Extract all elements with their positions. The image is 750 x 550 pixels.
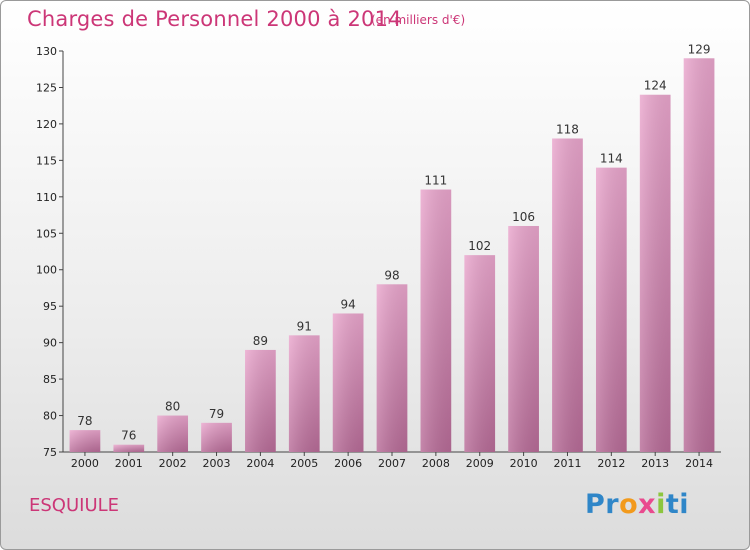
- x-tick-label: 2012: [597, 457, 625, 470]
- chart-subtitle: (en milliers d'€): [371, 13, 466, 27]
- bar-shade: [552, 138, 583, 452]
- logo-part: x: [638, 489, 657, 520]
- x-tick-label: 2008: [422, 457, 450, 470]
- bar-shade: [464, 255, 496, 452]
- bar-value-label: 91: [297, 319, 312, 333]
- commune-name: ESQUIULE: [29, 495, 120, 516]
- y-tick-label: 120: [36, 118, 57, 131]
- y-tick-label: 125: [36, 81, 57, 94]
- y-tick-label: 130: [36, 45, 57, 58]
- x-tick-label: 2013: [641, 457, 669, 470]
- y-tick-label: 95: [43, 300, 57, 313]
- logo-part: o: [619, 489, 639, 520]
- y-tick-label: 110: [36, 191, 57, 204]
- x-tick-label: 2001: [115, 457, 143, 470]
- bar-value-label: 80: [165, 400, 180, 414]
- y-tick-label: 100: [36, 264, 57, 277]
- x-tick-label: 2010: [510, 457, 538, 470]
- bar-value-label: 78: [77, 414, 92, 428]
- bar-shade: [201, 422, 232, 452]
- bar-value-label: 76: [121, 429, 136, 443]
- bar-value-label: 124: [644, 79, 667, 93]
- bar-shade: [683, 58, 715, 453]
- logo-part: Pr: [585, 489, 620, 520]
- y-tick-label: 75: [43, 446, 57, 459]
- bar-value-label: 89: [253, 334, 268, 348]
- y-tick-label: 105: [36, 227, 57, 240]
- x-tick-label: 2005: [290, 457, 318, 470]
- x-tick-label: 2014: [685, 457, 713, 470]
- bar-shade: [113, 444, 145, 452]
- bar-value-label: 111: [424, 174, 447, 188]
- bar-shade: [508, 225, 539, 452]
- y-tick-label: 90: [43, 337, 57, 350]
- bar-value-label: 98: [384, 268, 399, 282]
- bar-shade: [595, 167, 627, 452]
- y-tick-label: 85: [43, 373, 57, 386]
- bar-shade: [639, 94, 671, 452]
- x-tick-label: 2006: [334, 457, 362, 470]
- x-tick-label: 2011: [553, 457, 581, 470]
- bar-value-label: 79: [209, 407, 224, 421]
- chart-title: Charges de Personnel 2000 à 2014: [27, 7, 402, 31]
- bar-shade: [420, 189, 452, 452]
- bar-shade: [245, 349, 276, 452]
- bar-value-label: 118: [556, 122, 579, 136]
- proxiti-logo: Proxiti: [585, 489, 689, 520]
- x-tick-label: 2004: [246, 457, 274, 470]
- bar-value-label: 94: [340, 297, 355, 311]
- bar-shade: [332, 313, 364, 452]
- y-tick-label: 80: [43, 410, 57, 423]
- x-tick-label: 2003: [203, 457, 231, 470]
- bar-shade: [69, 430, 101, 452]
- bar-value-label: 129: [688, 42, 711, 56]
- logo-part: ti: [665, 489, 690, 520]
- bar-shade: [157, 415, 189, 452]
- x-tick-label: 2002: [159, 457, 187, 470]
- bar-value-label: 106: [512, 210, 535, 224]
- x-tick-label: 2000: [71, 457, 99, 470]
- x-tick-label: 2009: [466, 457, 494, 470]
- logo-part: i: [656, 489, 666, 520]
- bar-value-label: 102: [468, 239, 491, 253]
- bar-shade: [376, 284, 408, 452]
- x-tick-label: 2007: [378, 457, 406, 470]
- bar-value-label: 114: [600, 152, 623, 166]
- bar-shade: [288, 335, 320, 452]
- y-tick-label: 115: [36, 154, 57, 167]
